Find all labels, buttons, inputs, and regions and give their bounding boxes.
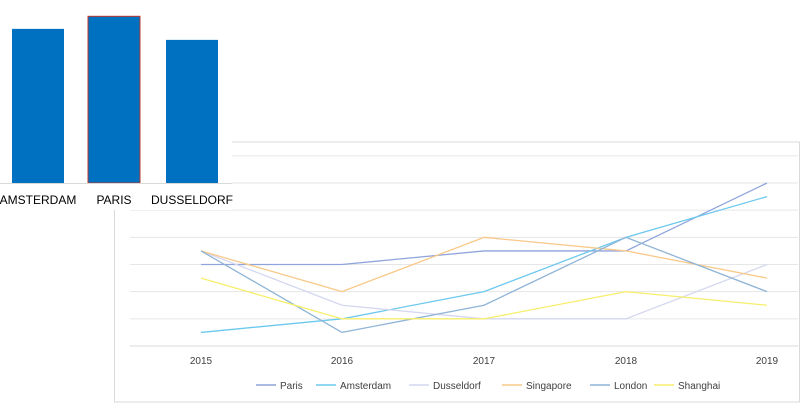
line-chart-legend: Paris Amsterdam Dusseldorf Singapore London S… (256, 381, 720, 392)
legend-label-shanghai: Shanghai (678, 381, 720, 392)
bar-label-amsterdam: AMSTERDAM (0, 193, 76, 207)
x-tick-label-2018: 2018 (615, 356, 638, 367)
bar-label-dusseldorf: DUSSELDORF (151, 193, 233, 207)
bar-label-paris: PARIS (96, 193, 131, 207)
bar-dusseldorf (166, 39, 218, 183)
x-tick-label-2015: 2015 (190, 356, 213, 367)
series-line-amsterdam (200, 195, 768, 334)
series-line-shanghai (200, 277, 768, 320)
bar-chart-bars (12, 15, 218, 184)
line-chart-gridlines (130, 155, 798, 347)
bar-amsterdam (12, 28, 64, 183)
line-chart-x-ticks: 2015 2016 2017 2018 2019 (190, 356, 779, 367)
legend-label-amsterdam: Amsterdam (340, 381, 391, 392)
bar-paris (87, 15, 141, 184)
line-chart-series (200, 182, 768, 334)
series-line-singapore (200, 236, 768, 293)
legend-label-london: London (614, 381, 647, 392)
bar-chart-category-labels: AMSTERDAM PARIS DUSSELDORF (0, 193, 233, 207)
legend-label-paris: Paris (280, 381, 303, 392)
x-tick-label-2017: 2017 (473, 356, 496, 367)
legend-label-singapore: Singapore (526, 381, 572, 392)
x-tick-label-2016: 2016 (331, 356, 354, 367)
x-tick-label-2019: 2019 (756, 356, 779, 367)
bar-chart: AMSTERDAM PARIS DUSSELDORF (0, 0, 233, 210)
legend-label-dusseldorf: Dusseldorf (433, 381, 481, 392)
series-line-paris (201, 182, 768, 266)
